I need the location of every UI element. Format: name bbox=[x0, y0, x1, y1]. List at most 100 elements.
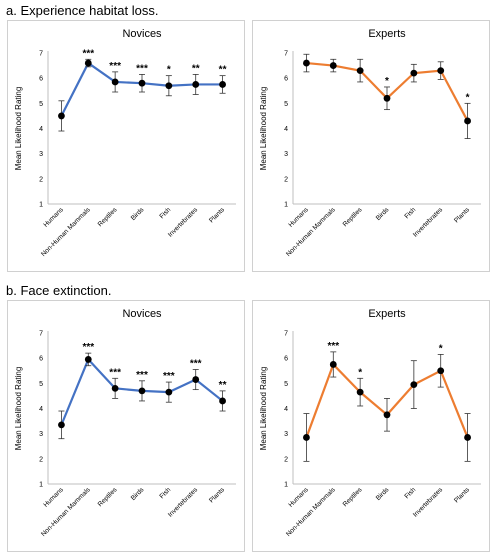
y-tick-label: 6 bbox=[284, 76, 288, 83]
chart-extinction-novices: Novices Mean Likelihood Rating 1 2 3 4 5 6 7 Huma… bbox=[14, 308, 236, 538]
x-category-label: Humans bbox=[288, 206, 311, 229]
x-category-label: Birds bbox=[130, 486, 146, 502]
y-tick-label: 5 bbox=[284, 381, 288, 388]
significance-marker: * bbox=[358, 367, 362, 378]
data-point bbox=[303, 434, 310, 441]
y-tick-label: 6 bbox=[284, 356, 288, 363]
data-point bbox=[464, 117, 471, 125]
y-tick-label: 2 bbox=[284, 456, 288, 463]
chart-extinction-experts: Experts Mean Likelihood Rating 1 2 3 4 5 6 7 Huma… bbox=[259, 308, 481, 538]
data-point bbox=[58, 112, 65, 120]
y-tick-label: 5 bbox=[39, 381, 43, 388]
y-tick-label: 1 bbox=[39, 202, 43, 209]
y-tick-label: 7 bbox=[39, 51, 43, 58]
data-point bbox=[111, 78, 119, 86]
y-tick-label: 4 bbox=[284, 406, 288, 413]
y-tick-label: 3 bbox=[39, 151, 43, 158]
data-point bbox=[84, 59, 92, 67]
significance-marker: *** bbox=[163, 371, 175, 382]
y-tick-label: 4 bbox=[284, 126, 288, 133]
x-category-label: Invertebrates bbox=[412, 206, 445, 239]
data-point bbox=[437, 367, 445, 375]
x-category-label: Fish bbox=[404, 206, 418, 220]
chart-habitat-experts: Experts Mean Likelihood Rating 1 2 3 4 5 6 7 Huma… bbox=[259, 28, 481, 258]
y-tick-label: 4 bbox=[39, 126, 43, 133]
significance-marker: *** bbox=[136, 370, 148, 381]
section-title-habitat-loss: a. Experience habitat loss. bbox=[6, 3, 159, 18]
y-tick-label: 3 bbox=[284, 151, 288, 158]
data-point bbox=[111, 384, 119, 392]
x-category-label: Fish bbox=[404, 486, 418, 500]
y-axis-label: Mean Likelihood Rating bbox=[259, 87, 268, 171]
x-category-label: Reptiles bbox=[342, 206, 364, 228]
x-category-label: Non-Human Mammals bbox=[40, 486, 92, 538]
data-point bbox=[219, 81, 226, 88]
chart-panel-habitat-experts: Experts Mean Likelihood Rating 1 2 3 4 5 6 7 Huma… bbox=[252, 20, 490, 272]
y-tick-label: 4 bbox=[39, 406, 43, 413]
y-tick-label: 1 bbox=[39, 482, 43, 489]
x-category-label: Fish bbox=[159, 486, 173, 500]
y-axis-label: Mean Likelihood Rating bbox=[259, 367, 268, 451]
x-category-label: Plants bbox=[208, 206, 226, 224]
x-category-label: Non-Human Mammals bbox=[285, 486, 337, 538]
section-title-extinction: b. Face extinction. bbox=[6, 283, 112, 298]
y-tick-label: 5 bbox=[284, 101, 288, 108]
significance-marker: * bbox=[466, 92, 470, 103]
data-point bbox=[192, 376, 200, 383]
data-point bbox=[356, 388, 364, 396]
data-point bbox=[410, 69, 418, 77]
significance-marker: *** bbox=[109, 61, 121, 72]
chart-title: Experts bbox=[368, 308, 406, 320]
data-point bbox=[383, 94, 391, 102]
y-tick-label: 2 bbox=[39, 176, 43, 183]
x-category-label: Humans bbox=[43, 206, 66, 229]
x-category-label: Invertebrates bbox=[167, 486, 200, 519]
chart-panel-habitat-novices: Novices Mean Likelihood Rating 1 2 3 4 5 6 7 Huma… bbox=[7, 20, 245, 272]
x-category-label: Reptiles bbox=[97, 206, 119, 228]
y-axis-label: Mean Likelihood Rating bbox=[14, 367, 23, 451]
y-tick-label: 3 bbox=[284, 431, 288, 438]
y-tick-label: 2 bbox=[39, 456, 43, 463]
y-tick-label: 1 bbox=[284, 482, 288, 489]
x-category-label: Birds bbox=[375, 486, 391, 502]
data-point bbox=[138, 387, 146, 395]
data-point bbox=[192, 81, 200, 88]
x-category-label: Non-Human Mammals bbox=[285, 206, 337, 258]
data-point bbox=[84, 356, 92, 363]
data-point bbox=[464, 434, 471, 441]
x-category-label: Birds bbox=[375, 206, 391, 222]
significance-marker: *** bbox=[82, 342, 94, 353]
data-point bbox=[58, 421, 65, 429]
significance-marker: *** bbox=[109, 367, 121, 378]
x-category-label: Humans bbox=[43, 486, 66, 509]
y-tick-label: 6 bbox=[39, 76, 43, 83]
significance-marker: ** bbox=[192, 63, 200, 74]
data-point bbox=[165, 388, 173, 396]
y-tick-label: 7 bbox=[284, 331, 288, 338]
x-category-label: Invertebrates bbox=[167, 206, 200, 239]
chart-habitat-novices: Novices Mean Likelihood Rating 1 2 3 4 5 6 7 Huma… bbox=[14, 28, 236, 258]
x-category-label: Non-Human Mammals bbox=[40, 206, 92, 258]
data-point bbox=[383, 411, 391, 419]
x-category-label: Reptiles bbox=[342, 486, 364, 508]
data-point bbox=[303, 59, 310, 67]
data-point bbox=[356, 67, 364, 75]
data-point bbox=[410, 381, 418, 388]
x-category-label: Plants bbox=[208, 486, 226, 504]
x-category-label: Humans bbox=[288, 486, 311, 509]
x-category-label: Invertebrates bbox=[412, 486, 445, 519]
significance-marker: ** bbox=[219, 65, 227, 76]
significance-marker: *** bbox=[327, 341, 339, 352]
x-category-label: Fish bbox=[159, 206, 173, 220]
x-category-label: Birds bbox=[130, 206, 146, 222]
significance-marker: * bbox=[385, 76, 389, 87]
data-point bbox=[219, 397, 226, 405]
y-tick-label: 7 bbox=[39, 331, 43, 338]
significance-marker: * bbox=[439, 343, 443, 354]
significance-marker: *** bbox=[136, 63, 148, 74]
y-tick-label: 2 bbox=[284, 176, 288, 183]
data-point bbox=[165, 82, 173, 90]
x-category-label: Reptiles bbox=[97, 486, 119, 508]
significance-marker: *** bbox=[190, 358, 202, 369]
chart-title: Novices bbox=[122, 308, 162, 320]
